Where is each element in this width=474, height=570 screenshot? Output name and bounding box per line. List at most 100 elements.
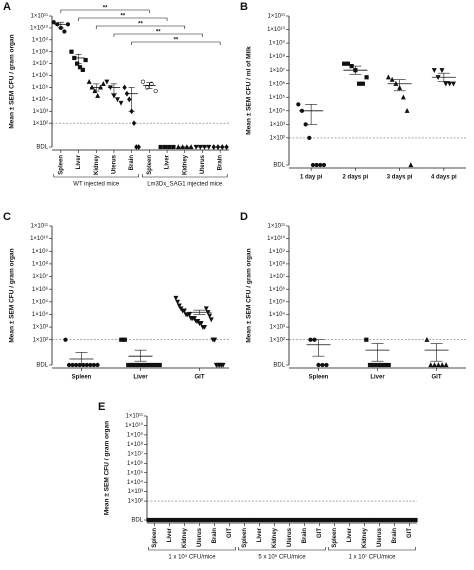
- panel-letter: C: [3, 211, 11, 223]
- y-tick-label: 1×10²: [269, 135, 285, 141]
- y-tick-label: 1×10⁵: [32, 298, 49, 305]
- y-axis-title: Mean ± SEM CFU / gram organ: [9, 248, 16, 342]
- x-tick-label: GIT: [227, 528, 233, 538]
- x-tick-label: Uterus: [197, 527, 203, 547]
- significance-label: **: [120, 14, 125, 20]
- point: [424, 336, 430, 342]
- point: [133, 362, 138, 368]
- y-axis-title: Mean ± SEM CFU / gram organ: [104, 421, 111, 515]
- panel: B Mean ± SEM CFU / ml of Milk BDL 1×10² 1×10…: [240, 1, 466, 181]
- panel: A Mean ± SEM CFU / gram organ BDL 1×10² 1×10…: [3, 1, 229, 188]
- x-tick-label: Uterus: [112, 154, 118, 174]
- point: [100, 81, 106, 86]
- x-tick-label: Brain: [129, 155, 135, 171]
- significance-bracket: [113, 33, 203, 37]
- point: [173, 295, 179, 301]
- y-tick-label: 1×10⁹: [32, 248, 49, 255]
- point: [80, 67, 85, 72]
- significance-label: **: [156, 30, 161, 36]
- y-tick-label: 1×10¹⁰: [267, 235, 286, 242]
- point: [203, 306, 209, 312]
- group-bracket: [53, 174, 140, 178]
- panel: E Mean ± SEM CFU / gram organ BDL 1×10² 1×10…: [98, 401, 418, 561]
- y-tick-label: 1×10³: [32, 325, 48, 331]
- point: [95, 92, 101, 98]
- point: [364, 75, 369, 80]
- group-label: 5 x 10⁶ CFU/mice: [258, 554, 306, 561]
- point: [379, 362, 384, 368]
- point: [367, 362, 373, 368]
- point: [119, 337, 124, 342]
- significance-bracket: [60, 9, 150, 13]
- group-label: 1 x 10⁵ CFU/mice: [168, 554, 216, 561]
- x-tick-label: Spleen: [242, 528, 248, 548]
- y-tick-label: 1×10⁸: [269, 260, 286, 267]
- x-tick-label: Spleen: [332, 528, 338, 548]
- y-tick-label: BDL: [36, 363, 48, 369]
- point: [136, 362, 141, 368]
- point: [62, 29, 67, 34]
- y-tick-label: 1×10⁴: [127, 479, 144, 486]
- y-tick-label: 1×10²: [32, 121, 48, 127]
- panel: C Mean ± SEM CFU / gram organ BDL 1×10² 1×10…: [3, 211, 229, 381]
- panel-letter: D: [240, 211, 248, 223]
- point: [439, 362, 445, 368]
- significance-bracket: [131, 41, 221, 45]
- point: [432, 362, 438, 368]
- point: [342, 61, 347, 66]
- point: [431, 68, 437, 74]
- panel-letter: A: [3, 1, 11, 13]
- y-tick-label: 1×10¹⁰: [30, 235, 49, 242]
- y-tick-label: BDL: [131, 518, 143, 524]
- point: [157, 362, 162, 368]
- point: [314, 162, 319, 168]
- point: [386, 362, 391, 368]
- point: [91, 362, 97, 368]
- point: [375, 362, 380, 368]
- point: [324, 362, 329, 368]
- y-tick-label: 1×10⁹: [269, 248, 286, 255]
- point: [95, 362, 100, 368]
- point: [208, 317, 214, 323]
- y-tick-label: 1×10⁹: [127, 431, 144, 438]
- x-tick-label: 1 day pi: [300, 175, 323, 181]
- significance-label: **: [174, 38, 179, 44]
- group-bracket: [141, 174, 228, 178]
- point: [154, 362, 159, 368]
- point: [136, 144, 141, 150]
- point: [360, 81, 365, 86]
- point: [400, 94, 406, 100]
- point: [357, 81, 362, 86]
- point: [443, 81, 449, 87]
- y-tick-label: 1×10⁷: [269, 273, 285, 280]
- point: [83, 57, 88, 63]
- y-tick-label: 1×10⁸: [32, 260, 49, 267]
- y-tick-label: 1×10⁸: [269, 53, 286, 60]
- x-tick-label: Brain: [212, 528, 218, 544]
- point: [198, 321, 204, 327]
- point: [104, 79, 110, 85]
- y-tick-label: 1×10²: [269, 337, 285, 343]
- y-tick-label: 1×10⁶: [32, 72, 49, 79]
- point: [212, 337, 218, 343]
- y-tick-label: 1×10³: [127, 489, 143, 495]
- point: [176, 303, 182, 309]
- point: [447, 81, 453, 87]
- point: [77, 65, 83, 70]
- group-bracket: [328, 547, 416, 551]
- point: [129, 362, 134, 368]
- x-tick-label: Uterus: [377, 527, 383, 547]
- y-tick-label: 1×10⁷: [32, 60, 48, 67]
- x-tick-label: GIT: [407, 528, 413, 538]
- y-tick-label: 1×10²: [127, 499, 143, 505]
- point: [70, 362, 75, 368]
- x-tick-label: GIT: [317, 528, 323, 538]
- y-tick-label: 1×10¹¹: [267, 14, 285, 20]
- y-tick-label: BDL: [273, 163, 285, 169]
- point: [147, 362, 152, 368]
- x-tick-label: 2 days pi: [343, 175, 369, 181]
- point: [122, 84, 127, 91]
- x-tick-label: Kidney: [272, 527, 278, 548]
- significance-label: **: [138, 22, 143, 28]
